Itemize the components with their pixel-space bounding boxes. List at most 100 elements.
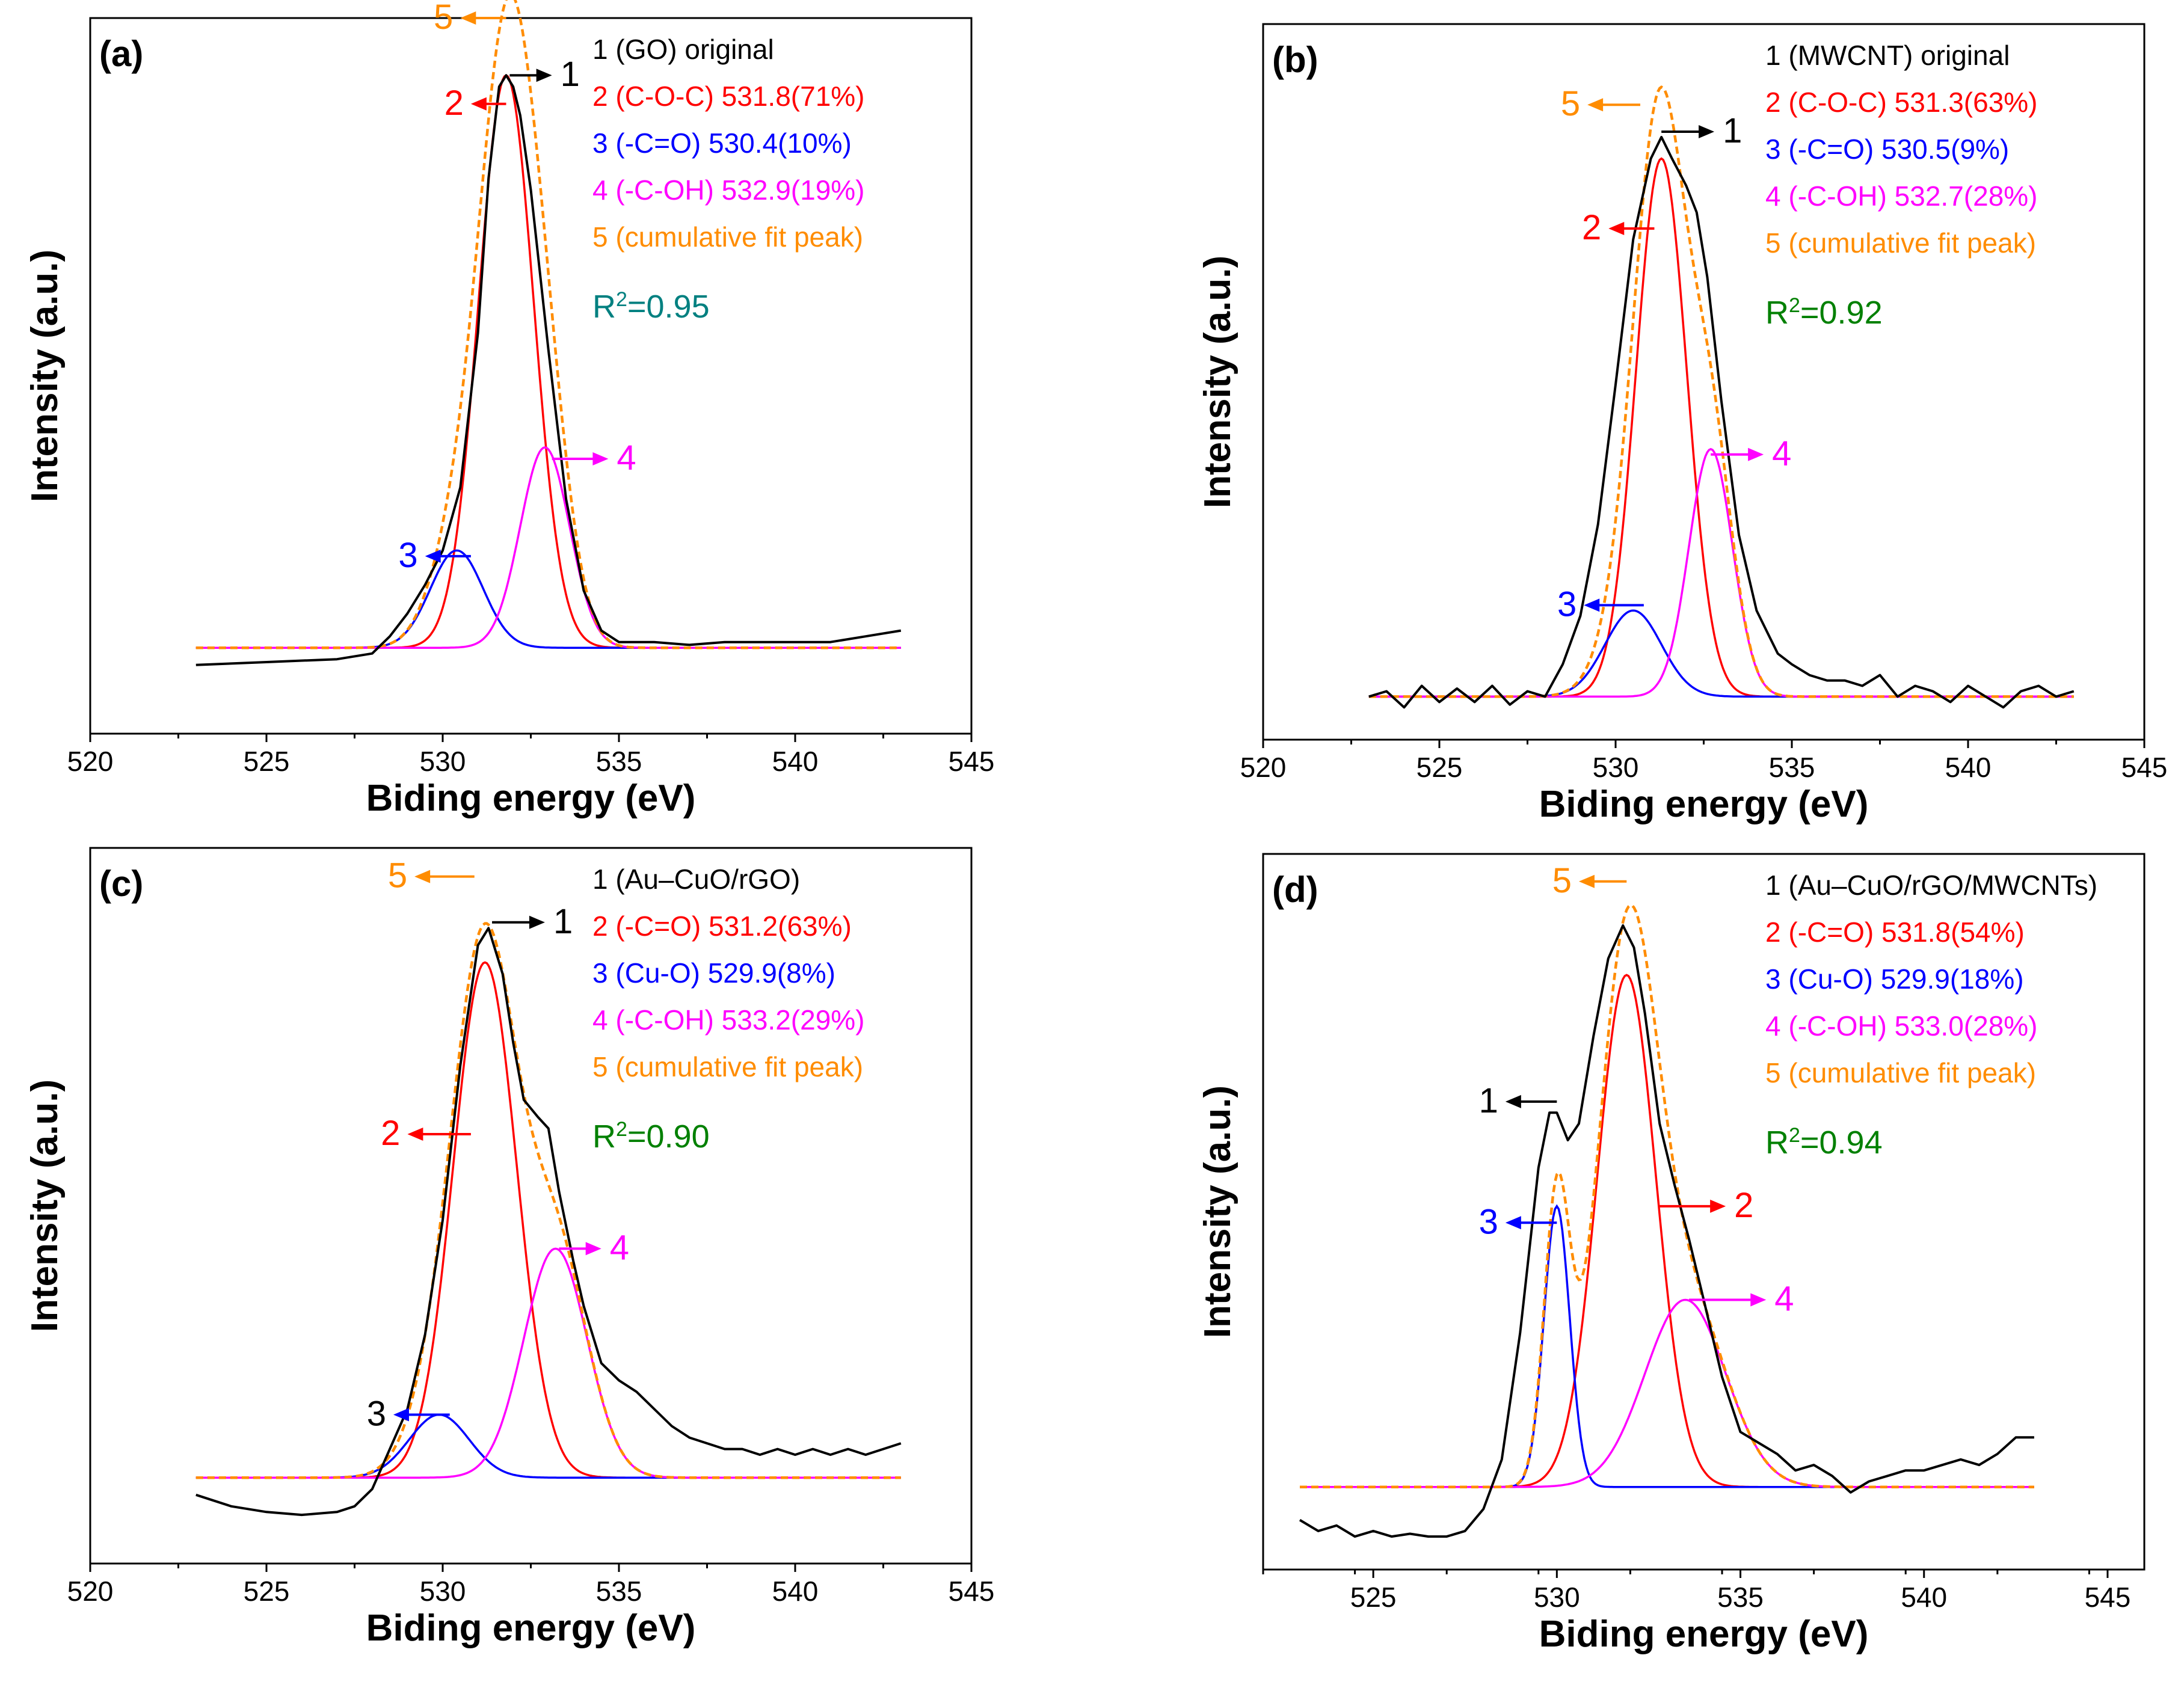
cumulative-fit-line — [195, 0, 901, 649]
peak-label-text: 1 — [561, 55, 580, 94]
plot-frame — [89, 847, 973, 1565]
peak-arrowhead — [470, 97, 487, 111]
peak-label-text: 5 — [1561, 84, 1580, 123]
peak-label-text: 4 — [1774, 1279, 1794, 1318]
x-tick-label: 525 — [244, 1576, 290, 1607]
r-squared-annotation: R2=0.90 — [592, 1118, 710, 1155]
legend-entry-5: 5 (cumulative fit peak) — [1765, 1057, 2036, 1088]
x-tick-label: 530 — [420, 746, 466, 777]
x-tick-label: 545 — [949, 746, 995, 777]
peak-label-text: 4 — [610, 1228, 629, 1267]
legend-entry-3: 3 (-C=O) 530.5(9%) — [1765, 134, 2009, 165]
fit-component-2 — [195, 961, 901, 1479]
peak-label-text: 5 — [1552, 861, 1572, 900]
panel-label: (d) — [1272, 870, 1318, 910]
peak-label-2: 2 — [1660, 1186, 1753, 1225]
peak-arrowhead — [1584, 598, 1600, 612]
peak-arrowhead — [1608, 222, 1625, 235]
panel-b: 520 525 530 535 540 545 Biding energy (eV) Inte… — [1197, 23, 2168, 825]
fit-component-4 — [1368, 447, 2074, 698]
original-spectrum-line — [1299, 924, 2034, 1538]
original-spectrum-line — [1368, 135, 2075, 709]
peak-label-text: 2 — [1734, 1186, 1753, 1225]
peak-arrowhead — [414, 870, 431, 883]
peak-label-text: 5 — [388, 856, 407, 895]
peak-arrowhead — [1587, 98, 1604, 112]
r-squared-symbol: R — [1765, 1125, 1789, 1161]
legend-entry-1: 1 (GO) original — [592, 34, 774, 65]
peak-label-2: 2 — [444, 84, 506, 123]
peak-label-3: 3 — [1479, 1202, 1557, 1241]
peak-label-text: 1 — [553, 902, 573, 941]
legend-entry-4: 4 (-C-OH) 532.7(28%) — [1765, 180, 2037, 212]
r-squared-value: =0.92 — [1800, 295, 1883, 331]
r-squared-annotation: R2=0.92 — [1765, 294, 1883, 331]
peak-label-text: 4 — [617, 438, 636, 477]
x-tick-label: 540 — [1901, 1582, 1947, 1613]
x-tick-label: 525 — [1350, 1582, 1397, 1613]
peak-label-1: 1 — [492, 902, 573, 941]
peak-label-3: 3 — [398, 536, 471, 575]
legend-entry-2: 2 (C-O-C) 531.3(63%) — [1765, 87, 2037, 118]
peak-arrowhead — [536, 69, 552, 82]
legend-entry-4: 4 (-C-OH) 532.9(19%) — [592, 174, 864, 206]
peak-label-text: 3 — [1479, 1202, 1498, 1241]
peak-arrowhead — [1750, 1293, 1767, 1307]
x-tick-label: 540 — [1945, 752, 1992, 783]
panel-label: (b) — [1272, 40, 1318, 80]
peak-arrowhead — [460, 11, 476, 25]
peak-arrowhead — [1710, 1199, 1726, 1213]
peak-arrowhead — [592, 452, 609, 466]
plot-frame — [1262, 853, 2146, 1571]
legend-entry-2: 2 (C-O-C) 531.8(71%) — [592, 81, 864, 112]
peak-arrowhead — [1505, 1216, 1521, 1230]
legend-entry-2: 2 (-C=O) 531.8(54%) — [1765, 916, 2025, 948]
peak-label-text: 1 — [1479, 1081, 1498, 1120]
peak-arrowhead — [393, 1408, 409, 1422]
panel-d: 525 530 535 540 545 Biding energy (eV) Intensi… — [1197, 853, 2146, 1655]
cumulative-fit-line — [195, 922, 901, 1479]
legend-entry-1: 1 (Au–CuO/rGO/MWCNTs) — [1765, 870, 2097, 901]
peak-label-5: 5 — [388, 856, 475, 895]
cumulative-fit-line — [1368, 85, 2074, 698]
peak-label-3: 3 — [367, 1394, 450, 1433]
r-squared-symbol: R — [1765, 295, 1789, 331]
peak-arrowhead — [1748, 447, 1764, 461]
peak-arrowhead — [407, 1128, 423, 1141]
peak-label-1: 1 — [509, 55, 580, 94]
legend-entry-5: 5 (cumulative fit peak) — [592, 221, 863, 253]
peak-arrowhead — [1578, 874, 1595, 888]
r-squared-value: =0.95 — [627, 289, 710, 325]
x-tick-label: 520 — [67, 1576, 114, 1607]
peak-arrowhead — [1699, 124, 1715, 138]
legend-entry-1: 1 (Au–CuO/rGO) — [592, 864, 800, 895]
x-axis-label: Biding energy (eV) — [1539, 1613, 1869, 1655]
fit-component-3 — [195, 549, 901, 649]
x-tick-label: 525 — [244, 746, 290, 777]
y-axis-label: Intensity (a.u.) — [1197, 1085, 1238, 1338]
legend-entry-5: 5 (cumulative fit peak) — [1765, 227, 2036, 259]
x-tick-label: 535 — [1717, 1582, 1764, 1613]
legend-entry-2: 2 (-C=O) 531.2(63%) — [592, 910, 852, 942]
x-tick-label: 545 — [2121, 752, 2168, 783]
peak-arrowhead — [585, 1242, 601, 1256]
x-tick-label: 545 — [2085, 1582, 2131, 1613]
legend-entry-4: 4 (-C-OH) 533.2(29%) — [592, 1004, 864, 1036]
peak-label-5: 5 — [1561, 84, 1641, 123]
peak-label-5: 5 — [1552, 861, 1627, 900]
fit-component-3 — [1368, 609, 2074, 698]
y-axis-label: Intensity (a.u.) — [24, 250, 66, 502]
peak-label-text: 5 — [434, 0, 453, 37]
peak-label-2: 2 — [381, 1114, 471, 1153]
fit-component-2 — [1300, 974, 2034, 1488]
peak-label-4: 4 — [552, 438, 636, 477]
peak-arrowhead — [529, 915, 545, 929]
fit-component-2 — [195, 74, 901, 649]
r-squared-symbol: R — [592, 289, 616, 325]
x-tick-label: 540 — [772, 1576, 819, 1607]
peak-label-text: 4 — [1772, 434, 1791, 473]
r-squared-superscript: 2 — [1789, 1124, 1800, 1147]
x-axis-label: Biding energy (eV) — [1539, 784, 1869, 825]
x-tick-label: 520 — [1240, 752, 1287, 783]
x-axis-label: Biding energy (eV) — [366, 778, 696, 819]
